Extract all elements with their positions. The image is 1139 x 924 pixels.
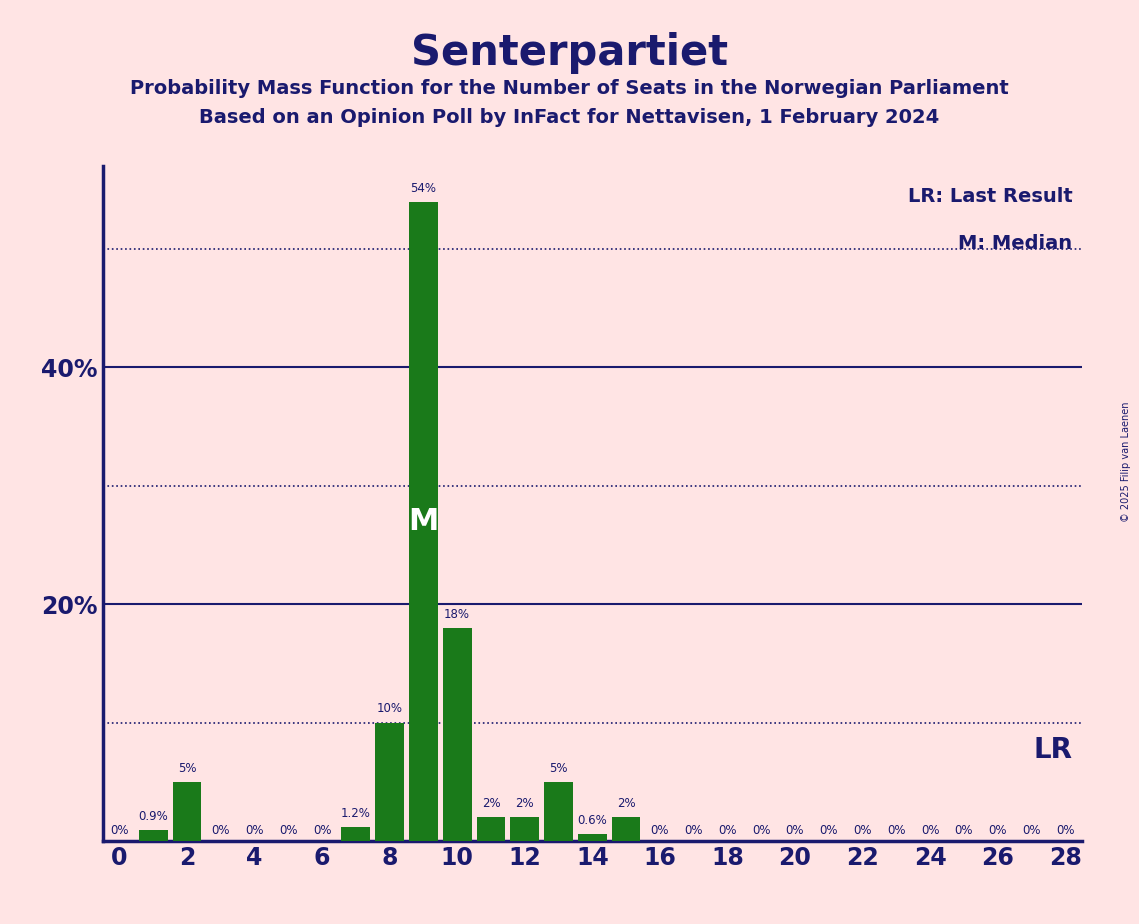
Text: 10%: 10% bbox=[377, 702, 402, 715]
Text: 0%: 0% bbox=[1056, 824, 1074, 837]
Bar bbox=[409, 201, 437, 841]
Text: 0%: 0% bbox=[920, 824, 940, 837]
Text: 0.6%: 0.6% bbox=[577, 814, 607, 827]
Text: 0%: 0% bbox=[650, 824, 669, 837]
Text: 0%: 0% bbox=[313, 824, 331, 837]
Bar bbox=[510, 817, 539, 841]
Text: 18%: 18% bbox=[444, 608, 470, 621]
Text: 54%: 54% bbox=[410, 182, 436, 195]
Bar bbox=[612, 817, 640, 841]
Text: M: Median: M: Median bbox=[958, 234, 1072, 253]
Text: LR: LR bbox=[1033, 736, 1072, 764]
Bar bbox=[577, 833, 607, 841]
Text: 0%: 0% bbox=[718, 824, 737, 837]
Text: 0%: 0% bbox=[786, 824, 804, 837]
Text: 0%: 0% bbox=[279, 824, 297, 837]
Bar bbox=[544, 782, 573, 841]
Bar bbox=[173, 782, 202, 841]
Text: 2%: 2% bbox=[482, 797, 500, 810]
Text: 0.9%: 0.9% bbox=[138, 810, 169, 823]
Text: 0%: 0% bbox=[954, 824, 973, 837]
Text: Senterpartiet: Senterpartiet bbox=[411, 32, 728, 74]
Text: 0%: 0% bbox=[685, 824, 703, 837]
Text: 2%: 2% bbox=[516, 797, 534, 810]
Text: 0%: 0% bbox=[212, 824, 230, 837]
Text: 0%: 0% bbox=[887, 824, 906, 837]
Text: 5%: 5% bbox=[549, 761, 567, 774]
Bar bbox=[139, 830, 167, 841]
Bar bbox=[342, 827, 370, 841]
Text: 0%: 0% bbox=[819, 824, 838, 837]
Text: 1.2%: 1.2% bbox=[341, 807, 371, 820]
Text: 0%: 0% bbox=[1022, 824, 1041, 837]
Bar bbox=[375, 723, 404, 841]
Text: © 2025 Filip van Laenen: © 2025 Filip van Laenen bbox=[1121, 402, 1131, 522]
Text: 0%: 0% bbox=[853, 824, 871, 837]
Text: 2%: 2% bbox=[616, 797, 636, 810]
Text: 0%: 0% bbox=[752, 824, 770, 837]
Text: 5%: 5% bbox=[178, 761, 196, 774]
Text: 0%: 0% bbox=[110, 824, 129, 837]
Text: 0%: 0% bbox=[245, 824, 264, 837]
Text: Based on an Opinion Poll by InFact for Nettavisen, 1 February 2024: Based on an Opinion Poll by InFact for N… bbox=[199, 108, 940, 128]
Text: 0%: 0% bbox=[989, 824, 1007, 837]
Bar bbox=[443, 627, 472, 841]
Text: LR: Last Result: LR: Last Result bbox=[908, 187, 1072, 205]
Text: Probability Mass Function for the Number of Seats in the Norwegian Parliament: Probability Mass Function for the Number… bbox=[130, 79, 1009, 98]
Bar bbox=[476, 817, 506, 841]
Text: M: M bbox=[408, 507, 439, 536]
